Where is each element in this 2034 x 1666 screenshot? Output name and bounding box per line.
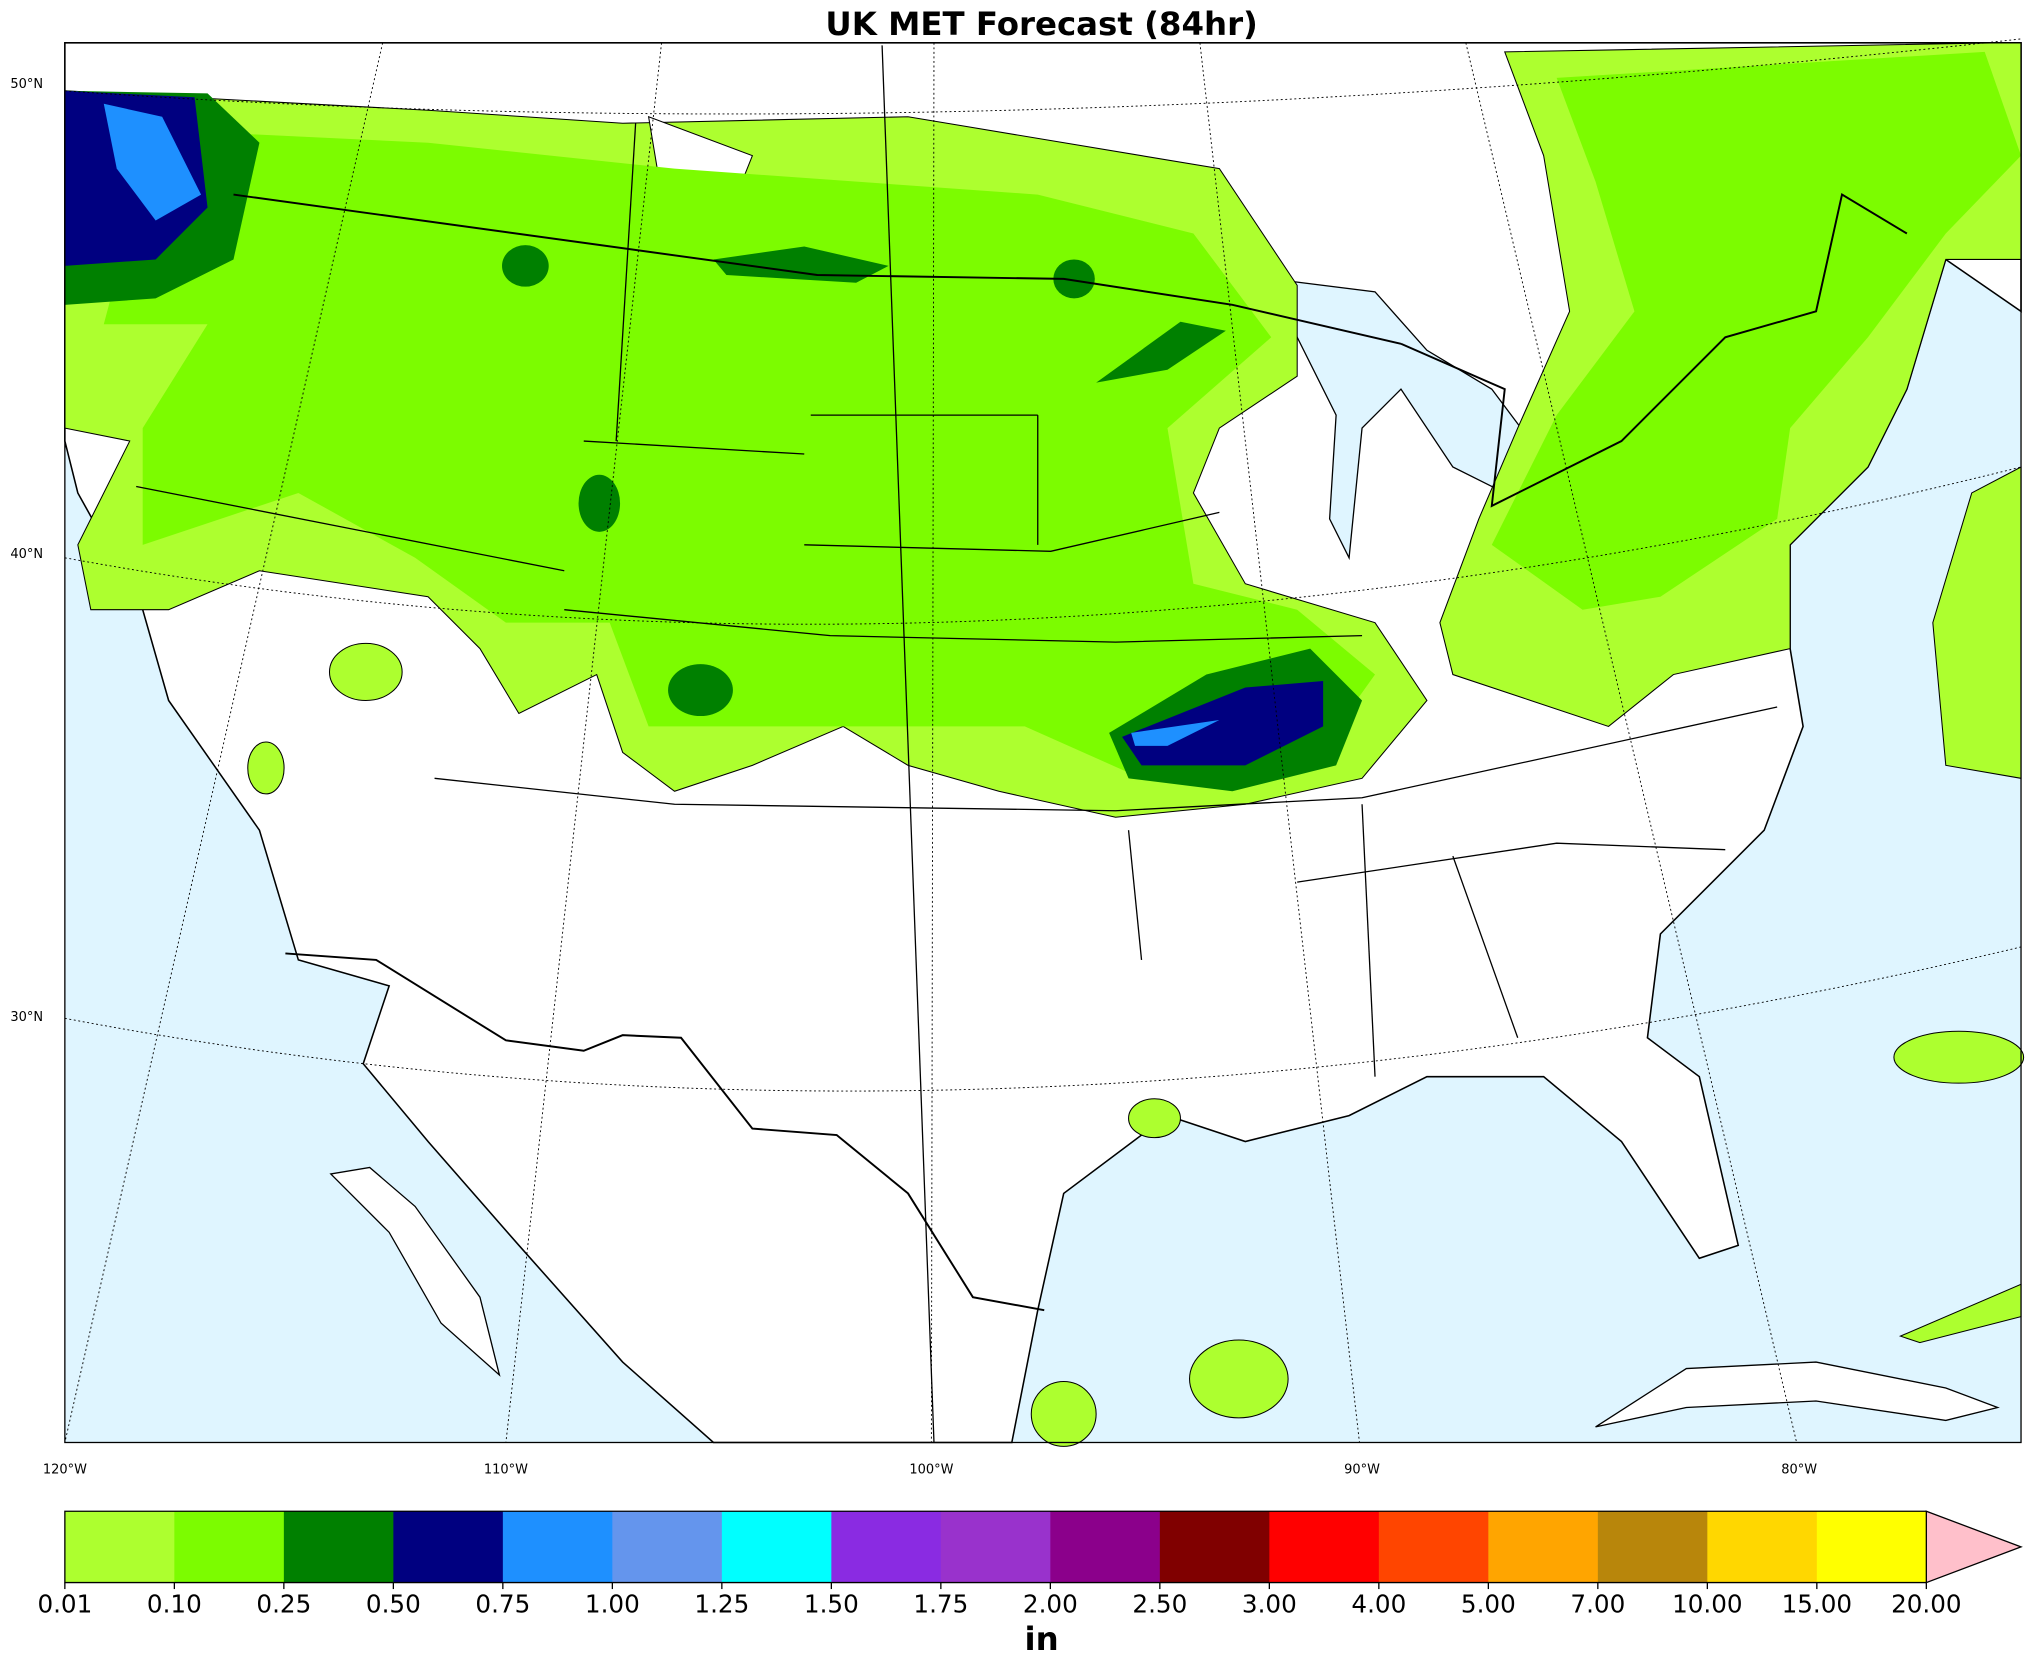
colorbar-tick-label: 0.10 <box>147 1589 202 1618</box>
precip-intense <box>103 103 1220 746</box>
colorbar-segment <box>283 1511 394 1583</box>
graticule <box>64 38 2022 1443</box>
map <box>64 38 2025 1447</box>
colorbar-segment <box>721 1511 832 1583</box>
colorbar-tick-label: 4.00 <box>1351 1589 1406 1618</box>
great-lakes <box>1270 278 1532 561</box>
colorbar-segment <box>1488 1511 1599 1583</box>
lat-label: 40°N <box>10 547 43 562</box>
lon-label: 80°W <box>1781 1463 1817 1478</box>
axis-labels: 50°N 40°N 30°N 120°W 110°W 100°W 90°W 80°W <box>10 77 1817 1477</box>
colorbar-tick-label: 15.00 <box>1782 1589 1852 1618</box>
state-lines <box>136 45 1778 1443</box>
lon-label: 90°W <box>1344 1463 1380 1478</box>
colorbar-tick-label: 0.50 <box>366 1589 421 1618</box>
colorbar-tick-label: 20.00 <box>1891 1589 1961 1618</box>
colorbar-segment <box>174 1511 285 1583</box>
lat-label: 30°N <box>10 1010 43 1025</box>
baja <box>329 1166 501 1377</box>
lat-label: 50°N <box>10 77 43 92</box>
colorbar-frame <box>64 1510 1927 1584</box>
colorbar-segment <box>1378 1511 1489 1583</box>
colorbar-tick-label: 0.75 <box>475 1589 530 1618</box>
colorbar-segment <box>393 1511 504 1583</box>
colorbar-tick-label: 0.01 <box>37 1589 92 1618</box>
colorbar-tick-label: 5.00 <box>1461 1589 1516 1618</box>
lon-label: 120°W <box>43 1463 87 1478</box>
colorbar-tick-label: 1.00 <box>585 1589 640 1618</box>
colorbar-tick-label: 2.50 <box>1132 1589 1187 1618</box>
colorbar-segment <box>1159 1511 1270 1583</box>
colorbar-segment <box>502 1511 613 1583</box>
borders <box>233 193 1908 1312</box>
colorbar-unit: in <box>1025 1620 1059 1658</box>
colorbar-tick-label: 1.25 <box>694 1589 749 1618</box>
colorbar-segment <box>1816 1511 1927 1583</box>
colorbar-tick-label: 2.00 <box>1023 1589 1078 1618</box>
precip-moderate <box>103 51 2022 779</box>
colorbar-segment <box>831 1511 942 1583</box>
colorbar-tick-label: 0.25 <box>256 1589 311 1618</box>
colorbar-tick-label: 1.50 <box>804 1589 859 1618</box>
colorbar-segment <box>1269 1511 1380 1583</box>
colorbar-tick-label: 3.00 <box>1242 1589 1297 1618</box>
colorbar-tick-label: 1.75 <box>913 1589 968 1618</box>
colorbar-segment <box>64 1511 175 1583</box>
colorbar-segment <box>940 1511 1051 1583</box>
colorbar-tick-label: 10.00 <box>1672 1589 1742 1618</box>
colorbar-extend <box>1925 1510 2023 1584</box>
colorbar-segment <box>1597 1511 1708 1583</box>
lon-label: 100°W <box>909 1463 953 1478</box>
colorbar: 0.01 0.10 0.25 0.50 0.75 1.00 1.25 1.50 1.75 2.00… <box>37 1510 2023 1618</box>
map-frame <box>64 42 2022 1444</box>
colorbar-segment <box>1050 1511 1161 1583</box>
colorbar-segment <box>612 1511 723 1583</box>
cuba <box>1595 1361 2000 1428</box>
title: UK MET Forecast (84hr) <box>825 5 1257 43</box>
colorbar-tick-label: 7.00 <box>1570 1589 1625 1618</box>
lon-label: 110°W <box>484 1463 528 1478</box>
colorbar-segment <box>1707 1511 1818 1583</box>
